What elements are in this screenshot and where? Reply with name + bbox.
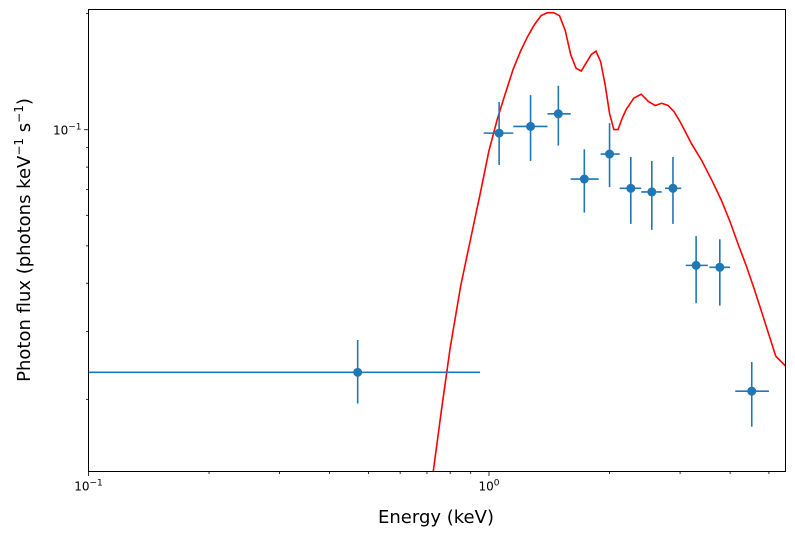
data-point-8 — [641, 160, 662, 230]
y-axis-label: Photon flux (photons keV−1 s−1) — [12, 98, 35, 382]
data-point-marker — [605, 149, 615, 159]
model-curve-line — [432, 11, 786, 472]
y-axis-label-exp2: −1 — [12, 105, 26, 123]
y-tick-label: 10−1 — [53, 123, 82, 138]
y-axis-label-mid: s — [14, 123, 35, 138]
data-point-marker — [747, 386, 757, 396]
data-point-12 — [735, 361, 769, 427]
y-axis-label-lead: Photon flux (photons keV — [14, 155, 35, 382]
x-tick-label: 10−1 — [74, 479, 103, 494]
data-point-marker — [626, 183, 636, 193]
plot-area — [88, 11, 786, 472]
plot-frame — [88, 9, 786, 472]
data-point-marker — [526, 121, 536, 131]
y-axis-label-tail: ) — [14, 98, 35, 105]
data-point-7 — [619, 156, 642, 224]
data-point-marker — [579, 174, 589, 184]
axis-ticks: 10−1 100 10−1 — [53, 13, 770, 494]
data-point-2 — [483, 102, 514, 166]
data-point-11 — [709, 239, 731, 306]
data-point-5 — [570, 149, 599, 213]
data-point-4 — [547, 85, 571, 146]
data-point-marker — [715, 262, 725, 272]
data-point-marker — [494, 128, 504, 138]
data-point-marker — [668, 183, 678, 193]
x-axis-label: Energy (keV) — [378, 507, 494, 528]
data-point-9 — [664, 156, 682, 224]
data-point-6 — [600, 123, 620, 188]
data-point-marker — [647, 187, 657, 197]
y-axis-label-exp1: −1 — [12, 138, 26, 156]
data-point-marker — [553, 109, 563, 119]
data-point-3 — [513, 95, 548, 161]
data-point-10 — [685, 236, 708, 304]
data-point-marker — [353, 367, 363, 377]
data-point-1 — [88, 340, 481, 404]
x-tick-label: 100 — [478, 479, 499, 494]
data-point-marker — [691, 260, 701, 270]
